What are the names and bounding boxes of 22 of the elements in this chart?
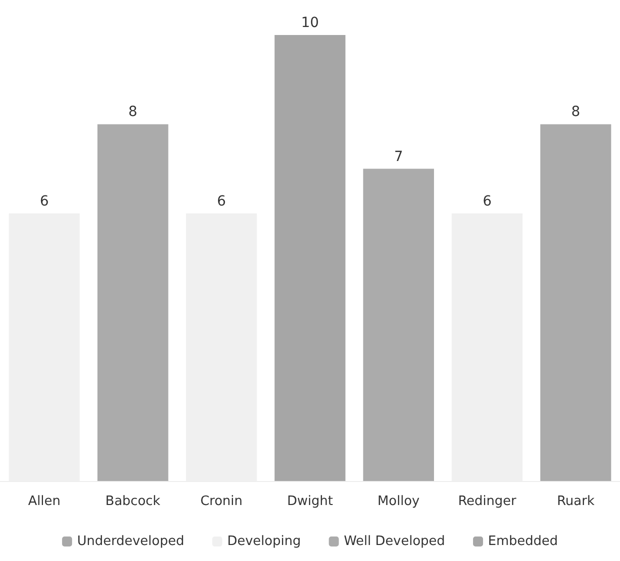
x-tick-label: Molloy bbox=[378, 494, 420, 509]
x-tick-label: Ruark bbox=[556, 494, 595, 509]
legend-label: Developing bbox=[227, 534, 301, 549]
bar bbox=[363, 168, 434, 481]
x-tick-label: Redinger bbox=[458, 494, 517, 509]
data-label: 8 bbox=[128, 104, 138, 120]
data-label: 10 bbox=[301, 15, 319, 31]
x-tick-label: Babcock bbox=[105, 494, 161, 509]
bar bbox=[274, 35, 346, 481]
bar bbox=[540, 124, 612, 481]
x-tick-label: Allen bbox=[28, 494, 60, 509]
legend-label: Well Developed bbox=[344, 534, 446, 549]
data-label: 6 bbox=[482, 193, 492, 210]
data-label: 6 bbox=[40, 193, 49, 210]
bar bbox=[97, 124, 168, 481]
x-tick-label: Cronin bbox=[200, 494, 243, 509]
legend-label: Embedded bbox=[488, 534, 558, 549]
x-tick-label: Dwight bbox=[287, 494, 333, 509]
data-label: 8 bbox=[571, 104, 580, 120]
data-label: 6 bbox=[216, 193, 226, 210]
legend-label: Underdeveloped bbox=[77, 534, 184, 549]
data-label: 7 bbox=[394, 148, 404, 165]
